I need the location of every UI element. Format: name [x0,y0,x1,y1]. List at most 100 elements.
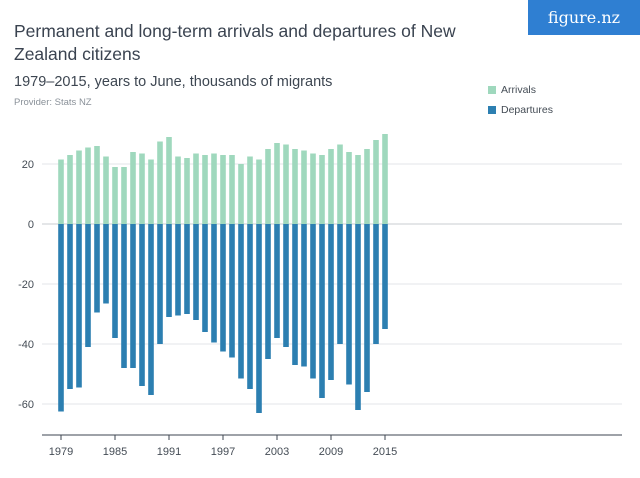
legend-item-departures: Departures [488,102,553,118]
bar-arrivals [310,153,316,224]
bar-departures [103,224,109,304]
bar-departures [274,224,280,338]
y-tick-label: -40 [18,339,34,351]
bar-departures [157,224,163,344]
legend-item-arrivals: Arrivals [488,82,553,98]
bar-departures [184,224,190,314]
bar-arrivals [67,155,73,224]
chart-subtitle: 1979–2015, years to June, thousands of m… [14,74,333,90]
bar-departures [364,224,370,392]
bar-arrivals [157,141,163,224]
data-provider: Provider: Stats NZ [14,97,92,108]
bar-arrivals [148,159,154,224]
bar-departures [175,224,181,316]
bar-departures [301,224,307,367]
bar-departures [193,224,199,320]
legend: Arrivals Departures [488,82,553,122]
bar-arrivals [382,134,388,224]
x-tick-label: 1997 [211,446,235,458]
bar-departures [292,224,298,365]
bar-departures [283,224,289,347]
bar-arrivals [247,156,253,224]
bar-arrivals [58,159,64,224]
bar-arrivals [373,140,379,224]
bar-arrivals [85,147,91,224]
bar-departures [148,224,154,395]
bar-departures [76,224,82,388]
x-tick-label: 2015 [373,446,397,458]
bar-arrivals [175,156,181,224]
bar-departures [328,224,334,380]
bar-arrivals [211,153,217,224]
x-tick-label: 1985 [103,446,127,458]
y-tick-label: 20 [22,159,34,171]
bar-departures [337,224,343,344]
bar-departures [202,224,208,332]
bar-arrivals [121,167,127,224]
bar-arrivals [193,153,199,224]
bar-departures [310,224,316,379]
bar-departures [265,224,271,359]
bar-arrivals [328,149,334,224]
x-tick-label: 1991 [157,446,181,458]
bar-arrivals [346,152,352,224]
bar-arrivals [112,167,118,224]
legend-label-departures: Departures [501,104,553,116]
bar-arrivals [355,155,361,224]
legend-swatch-arrivals [488,86,496,94]
bar-departures [256,224,262,413]
bar-arrivals [238,164,244,224]
bar-arrivals [220,155,226,224]
bar-arrivals [166,137,172,224]
bars [58,134,388,413]
bar-departures [373,224,379,344]
bar-arrivals [139,153,145,224]
y-tick-label: 0 [28,219,34,231]
legend-label-arrivals: Arrivals [501,84,537,96]
bar-arrivals [337,144,343,224]
bar-departures [346,224,352,385]
bar-arrivals [202,155,208,224]
x-tick-label: 2003 [265,446,289,458]
bar-arrivals [94,146,100,224]
bar-arrivals [76,150,82,224]
bar-departures [247,224,253,389]
bar-departures [229,224,235,358]
bar-arrivals [265,149,271,224]
bar-departures [58,224,64,412]
bar-departures [319,224,325,398]
bar-arrivals [319,155,325,224]
bar-arrivals [364,149,370,224]
x-tick-label: 1979 [49,446,73,458]
bar-departures [94,224,100,313]
y-tick-label: -60 [18,399,34,411]
bar-arrivals [256,159,262,224]
bar-arrivals [184,158,190,224]
bar-arrivals [229,155,235,224]
bar-departures [211,224,217,343]
bar-arrivals [283,144,289,224]
bar-departures [67,224,73,389]
axes: 20 0 -20 -40 -60 1979 1985 1991 1997 2003 2009 2015 [18,159,622,458]
bar-departures [382,224,388,329]
bar-departures [139,224,145,386]
x-tick-label: 2009 [319,446,343,458]
bar-departures [130,224,136,368]
chart-title: Permanent and long-term arrivals and dep… [14,21,456,64]
bar-arrivals [103,156,109,224]
bar-departures [166,224,172,317]
bar-departures [355,224,361,410]
bar-departures [238,224,244,379]
bar-departures [121,224,127,368]
bar-arrivals [301,150,307,224]
bar-departures [85,224,91,347]
bar-departures [112,224,118,338]
figure-nz-logo[interactable]: figure.nz [528,0,640,35]
bar-arrivals [292,149,298,224]
legend-swatch-departures [488,106,496,114]
y-tick-label: -20 [18,279,34,291]
bar-arrivals [130,152,136,224]
bar-departures [220,224,226,352]
bar-arrivals [274,143,280,224]
